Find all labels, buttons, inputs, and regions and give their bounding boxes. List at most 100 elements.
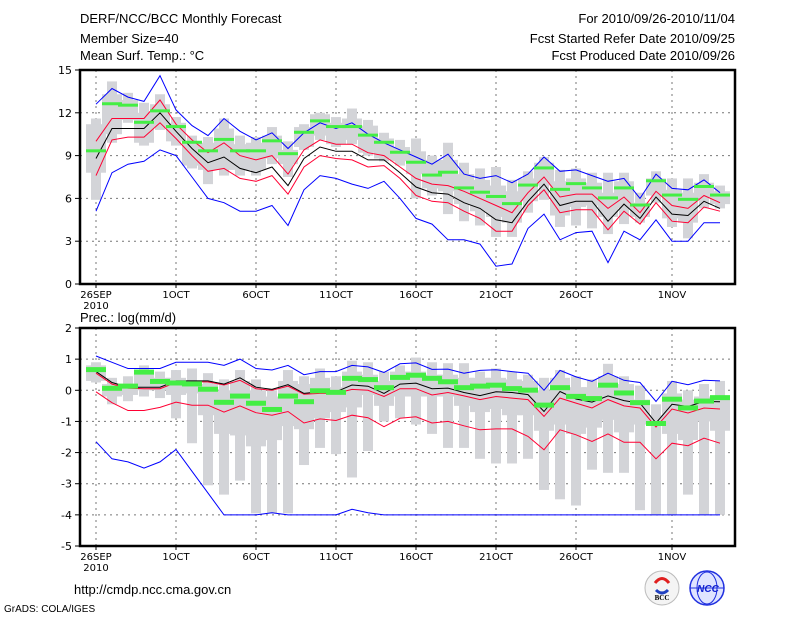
median-marker — [374, 385, 394, 391]
median-marker — [454, 186, 474, 190]
median-marker — [150, 378, 170, 384]
median-marker — [598, 196, 618, 200]
box-bar — [486, 185, 506, 217]
median-marker — [518, 183, 538, 187]
median-marker — [118, 383, 138, 389]
median-marker — [294, 130, 314, 134]
member-size: Member Size=40 — [80, 31, 179, 46]
median-marker — [294, 399, 314, 405]
box-bar — [646, 178, 666, 196]
whisker-bar — [203, 373, 213, 486]
median-marker — [550, 385, 570, 391]
median-marker — [710, 395, 730, 401]
series-line-min — [95, 149, 720, 267]
box-bar — [118, 384, 138, 395]
median-marker — [678, 197, 698, 201]
y-tick-label: 0 — [65, 278, 72, 291]
box-bar — [358, 125, 378, 153]
whisker-bar — [427, 362, 437, 434]
median-marker — [406, 160, 426, 164]
x-tick-year: 2010 — [83, 563, 108, 574]
started-date: Fcst Started Refer Date 2010/09/25 — [529, 31, 735, 46]
series-line-min — [95, 441, 720, 516]
median-marker — [214, 137, 234, 141]
plot-frame — [78, 68, 737, 286]
median-marker — [278, 152, 298, 156]
box-bar — [534, 390, 554, 431]
x-tick-label: 1NOV — [658, 552, 687, 563]
x-tick-label: 16OCT — [399, 552, 434, 563]
x-tick-label: 21OCT — [479, 552, 514, 563]
median-marker — [230, 149, 250, 153]
whisker-bar — [475, 371, 485, 459]
series-line-mean — [95, 112, 721, 224]
median-marker — [262, 406, 282, 412]
y-tick-label: 12 — [58, 107, 72, 120]
box-bar — [662, 393, 682, 434]
median-marker — [662, 193, 682, 197]
y-tick-label: -1 — [61, 415, 72, 428]
median-marker — [166, 380, 186, 386]
median-marker — [422, 375, 442, 381]
whisker-bar — [651, 404, 661, 515]
median-marker — [518, 387, 538, 393]
box-bar — [182, 141, 202, 166]
whisker-bar — [187, 368, 197, 444]
box-bar — [390, 147, 410, 162]
whisker-bar — [683, 390, 693, 495]
whisker-bar — [667, 380, 677, 515]
median-marker — [182, 381, 202, 387]
y-tick-label: 1 — [65, 353, 72, 366]
box-bar — [662, 189, 682, 219]
y-tick-label: 9 — [65, 150, 72, 163]
plot-frame — [78, 326, 737, 548]
median-marker — [166, 125, 186, 129]
produced-date: Fcst Produced Date 2010/09/26 — [551, 48, 735, 63]
median-marker — [134, 120, 154, 124]
bcc-logo-text: BCC — [655, 594, 670, 602]
median-marker — [86, 367, 106, 373]
median-marker — [390, 374, 410, 380]
median-marker — [486, 382, 506, 388]
median-marker — [326, 125, 346, 129]
website-url[interactable]: http://cmdp.ncc.cma.gov.cn — [74, 582, 232, 597]
median-marker — [502, 386, 522, 392]
median-marker — [390, 150, 410, 154]
median-marker — [646, 420, 666, 426]
box-bar — [438, 159, 458, 192]
median-marker — [118, 103, 138, 107]
series-line-upper — [95, 99, 721, 214]
whisker-bar — [635, 385, 645, 511]
bcc-logo: BCC — [644, 570, 680, 606]
series-line-max — [95, 355, 721, 403]
median-marker — [566, 182, 586, 186]
series-line-mean — [95, 371, 721, 424]
box-bar — [86, 124, 106, 173]
whisker-bar — [267, 390, 277, 514]
box-bar — [454, 377, 474, 406]
whisker-bar — [219, 379, 229, 495]
median-marker — [198, 149, 218, 153]
median-marker — [230, 393, 250, 399]
whisker-bar — [555, 370, 565, 500]
box-bar — [278, 149, 298, 165]
box-bar — [614, 384, 634, 433]
median-marker — [710, 193, 730, 197]
y-tick-label: 2 — [65, 322, 72, 335]
median-marker — [310, 119, 330, 123]
median-marker — [198, 386, 218, 392]
median-marker — [582, 396, 602, 402]
median-marker — [150, 109, 170, 113]
median-marker — [358, 377, 378, 383]
median-marker — [214, 399, 234, 405]
median-marker — [502, 202, 522, 206]
series-line-lower — [95, 122, 721, 232]
median-marker — [102, 385, 122, 391]
x-tick-label: 26OCT — [559, 290, 594, 301]
median-marker — [246, 400, 266, 406]
x-tick-label: 1OCT — [162, 552, 190, 563]
median-marker — [374, 140, 394, 144]
median-marker — [278, 393, 298, 399]
